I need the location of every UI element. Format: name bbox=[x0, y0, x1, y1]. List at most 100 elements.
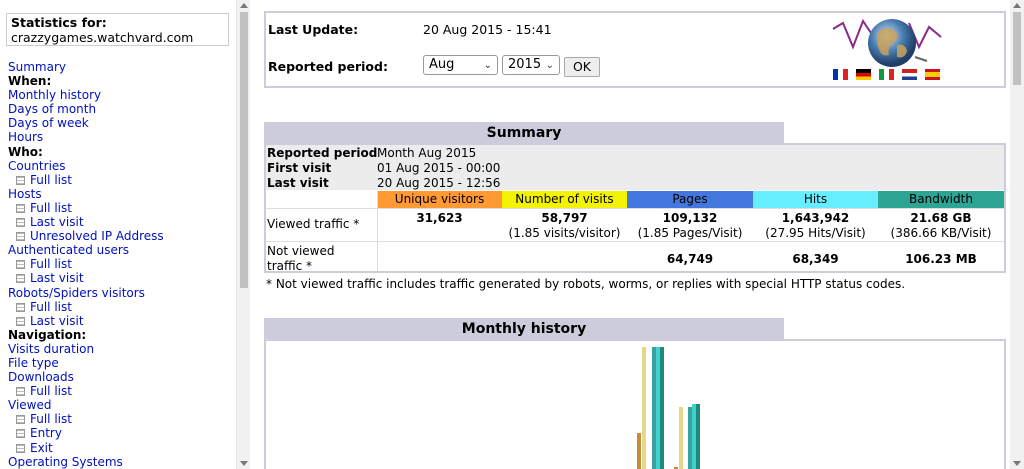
header-box: Last Update: 20 Aug 2015 - 15:41 Reporte… bbox=[264, 11, 1006, 88]
list-icon bbox=[16, 302, 25, 312]
sidebar-item-label: Full list bbox=[30, 299, 72, 314]
sidebar-item-label: Monthly history bbox=[8, 88, 102, 103]
stats-title: Statistics for: bbox=[11, 15, 107, 30]
last-visit-value: 20 Aug 2015 - 12:56 bbox=[377, 176, 501, 190]
scroll-up-arrow-icon[interactable] bbox=[1013, 3, 1021, 8]
chevron-down-icon: ⌄ bbox=[483, 60, 492, 71]
sidebar-item-label: Days of month bbox=[8, 102, 97, 117]
flag-it-icon[interactable] bbox=[879, 69, 894, 80]
reported-period-row-label: Reported period bbox=[267, 146, 378, 160]
month-select-value: Aug bbox=[429, 57, 455, 72]
sidebar-item[interactable]: Countries bbox=[8, 159, 238, 173]
sidebar-item[interactable]: Full list bbox=[8, 257, 238, 271]
sidebar-item[interactable]: Full list bbox=[8, 412, 238, 426]
sidebar-item[interactable]: File type bbox=[8, 356, 238, 370]
flag-es-icon[interactable] bbox=[925, 69, 940, 80]
visits-bar bbox=[679, 407, 683, 469]
cell-value: 64,749 bbox=[666, 252, 714, 266]
sidebar-item[interactable]: Hours bbox=[8, 130, 238, 144]
visits-bar bbox=[642, 347, 646, 469]
sidebar-item[interactable]: Days of week bbox=[8, 116, 238, 130]
sidebar-item[interactable]: Full list bbox=[8, 300, 238, 314]
first-visit-label: First visit bbox=[267, 161, 332, 175]
sidebar-item[interactable]: Downloads bbox=[8, 370, 238, 384]
hits-bar bbox=[656, 347, 660, 469]
ok-button[interactable]: OK bbox=[564, 57, 600, 77]
sidebar-item[interactable]: Viewed bbox=[8, 398, 238, 412]
list-icon bbox=[16, 387, 25, 397]
scroll-thumb[interactable] bbox=[240, 12, 248, 288]
sidebar-item-label: Hosts bbox=[8, 186, 42, 201]
scroll-down-arrow-icon[interactable] bbox=[1013, 461, 1021, 466]
column-header: Unique visitors bbox=[377, 191, 502, 208]
unique-visitors-bar bbox=[674, 467, 678, 469]
sidebar-menu: Summary When: Monthly history Days of month… bbox=[8, 60, 238, 469]
awstats-globe-logo-icon bbox=[832, 18, 942, 67]
not-viewed-traffic-cell: 64,749 bbox=[627, 252, 753, 267]
summary-period-band bbox=[266, 145, 1004, 190]
sidebar-item: Navigation: bbox=[8, 328, 238, 342]
list-icon bbox=[16, 175, 25, 185]
scroll-up-arrow-icon[interactable] bbox=[240, 3, 248, 8]
list-icon bbox=[16, 232, 25, 242]
sidebar-item-label: Full list bbox=[30, 412, 72, 427]
scroll-thumb[interactable] bbox=[1013, 12, 1021, 85]
last-visit-label: Last visit bbox=[267, 176, 329, 190]
sidebar-item[interactable]: Visits duration bbox=[8, 342, 238, 356]
cell-value: 68,349 bbox=[792, 252, 839, 266]
sidebar-item[interactable]: Full list bbox=[8, 201, 238, 215]
viewed-traffic-cell: 58,797 (1.85 visits/visitor) bbox=[502, 211, 627, 241]
left-frame: Statistics for: crazzygames.watchvard.co… bbox=[0, 0, 250, 469]
sidebar-item[interactable]: Last visit bbox=[8, 215, 238, 229]
viewed-traffic-cell: 31,623 bbox=[377, 211, 502, 226]
left-scrollbar[interactable] bbox=[236, 0, 250, 469]
pages-bar bbox=[688, 407, 692, 469]
scroll-down-arrow-icon[interactable] bbox=[240, 461, 248, 466]
sidebar-item[interactable]: Last visit bbox=[8, 314, 238, 328]
reported-period-row-value: Month Aug 2015 bbox=[377, 146, 477, 160]
year-select[interactable]: 2015 ⌄ bbox=[502, 55, 560, 75]
right-scrollbar[interactable] bbox=[1010, 0, 1024, 469]
viewed-traffic-label: Viewed traffic * bbox=[267, 217, 360, 231]
last-update-value: 20 Aug 2015 - 15:41 bbox=[423, 22, 552, 37]
sidebar-item[interactable]: Days of month bbox=[8, 102, 238, 116]
sidebar-item-label: Entry bbox=[30, 426, 62, 441]
cell-value: 31,623 bbox=[416, 211, 463, 225]
viewed-traffic-cell: 1,643,942 (27.95 Hits/Visit) bbox=[753, 211, 878, 241]
summary-title: Summary bbox=[264, 122, 784, 144]
sidebar-item[interactable]: Authenticated users bbox=[8, 243, 238, 257]
flag-de-icon[interactable] bbox=[856, 69, 871, 80]
list-icon bbox=[16, 203, 25, 213]
not-viewed-note: * Not viewed traffic includes traffic ge… bbox=[266, 277, 906, 291]
sidebar-item[interactable]: Operating Systems bbox=[8, 455, 238, 469]
sidebar-item[interactable]: Full list bbox=[8, 384, 238, 398]
monthly-history-panel bbox=[264, 339, 1006, 469]
list-icon bbox=[16, 429, 25, 439]
sidebar-item-label: Unresolved IP Address bbox=[30, 229, 164, 244]
flag-nl-icon[interactable] bbox=[902, 69, 917, 80]
sidebar-item[interactable]: Summary bbox=[8, 60, 238, 74]
sidebar-item[interactable]: Last visit bbox=[8, 271, 238, 285]
sidebar-item-label: Exit bbox=[30, 440, 53, 455]
stats-for-box: Statistics for: crazzygames.watchvard.co… bbox=[6, 13, 229, 46]
sidebar-item[interactable]: Robots/Spiders visitors bbox=[8, 286, 238, 300]
not-viewed-traffic-label: Not viewed traffic * bbox=[267, 244, 335, 273]
list-icon bbox=[16, 443, 25, 453]
pages-bar bbox=[652, 347, 656, 469]
month-select[interactable]: Aug ⌄ bbox=[423, 55, 498, 75]
frame-divider bbox=[250, 0, 254, 469]
sidebar-item[interactable]: Exit bbox=[8, 441, 238, 455]
sidebar-item[interactable]: Entry bbox=[8, 426, 238, 440]
sidebar-item[interactable]: Monthly history bbox=[8, 88, 238, 102]
sidebar-item[interactable]: Hosts bbox=[8, 187, 238, 201]
viewed-traffic-cell: 21.68 GB (386.66 KB/Visit) bbox=[878, 211, 1004, 241]
sidebar-item-label: Navigation: bbox=[8, 327, 87, 342]
bandwidth-bar bbox=[660, 347, 664, 469]
cell-value: 58,797 bbox=[541, 211, 588, 225]
cell-subvalue: (1.85 Pages/Visit) bbox=[637, 226, 743, 240]
cell-subvalue: (27.95 Hits/Visit) bbox=[765, 226, 866, 240]
sidebar-item[interactable]: Full list bbox=[8, 173, 238, 187]
sidebar-item-label: Robots/Spiders visitors bbox=[8, 285, 145, 300]
flag-fr-icon[interactable] bbox=[833, 69, 848, 80]
sidebar-item[interactable]: Unresolved IP Address bbox=[8, 229, 238, 243]
